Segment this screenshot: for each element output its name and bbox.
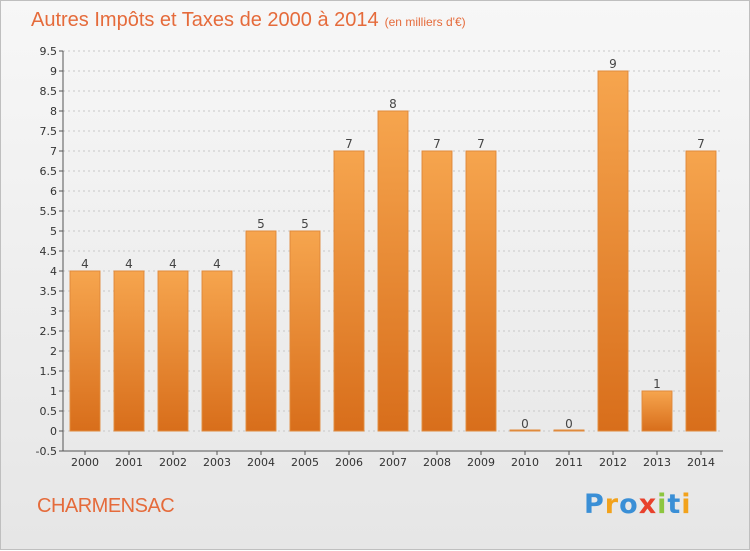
bar-value-label: 4 [125,257,133,271]
y-tick-label: 5.5 [40,205,58,218]
y-tick-label: 5 [50,225,57,238]
y-tick-label: 0 [50,425,57,438]
bar [685,150,717,432]
x-tick-label: 2007 [379,456,407,469]
bar-value-label: 5 [301,217,309,231]
bar-value-label: 8 [389,97,397,111]
y-tick-label: 1 [50,385,57,398]
bar [465,150,497,432]
y-tick-label: 2 [50,345,57,358]
bar [69,270,101,432]
y-tick-label: 8.5 [40,85,58,98]
y-tick-label: 7 [50,145,57,158]
x-tick-label: 2010 [511,456,539,469]
bar-value-label: 0 [565,417,573,431]
y-tick-label: 6.5 [40,165,58,178]
bar [333,150,365,432]
x-tick-label: 2000 [71,456,99,469]
y-tick-label: 4 [50,265,57,278]
bar-value-label: 4 [213,257,221,271]
axes: 9.5 9 8.5 8 7.5 7 6.5 6 5.5 5 4.5 4 3.5 3 2.5 2 1.5 1 0.5 0… [36,45,723,469]
bar-value-label: 7 [477,137,485,151]
bar-value-label: 1 [653,377,661,391]
bar-value-label: 7 [697,137,705,151]
unit-label: (en milliers d'€) [384,15,466,29]
x-tick-label: 2011 [555,456,583,469]
bar [157,270,189,432]
y-tick-label: 0.5 [40,405,58,418]
y-tick-label: -0.5 [36,445,57,458]
bar [509,429,541,432]
x-tick-label: 2005 [291,456,319,469]
x-tick-label: 2002 [159,456,187,469]
y-tick-label: 7.5 [40,125,58,138]
bar-value-label: 0 [521,417,529,431]
proxiti-logo: Proxiti [584,489,692,520]
bar-value-label: 4 [169,257,177,271]
bar [421,150,453,432]
bars: 4 4 4 4 5 5 7 8 7 7 0 0 9 1 7 [69,57,717,432]
logo-letter: x [638,489,658,520]
x-tick-label: 2003 [203,456,231,469]
logo-letter: i [681,489,692,520]
commune-name: CHARMENSAC [37,495,175,517]
y-tick-label: 8 [50,105,57,118]
logo-letter: o [619,489,639,520]
y-tick-label: 3.5 [40,285,58,298]
bar-value-label: 5 [257,217,265,231]
bar [553,429,585,432]
x-tick-label: 2009 [467,456,495,469]
bar-value-label: 7 [345,137,353,151]
y-tick-label: 9.5 [40,45,58,58]
bar [113,270,145,432]
y-tick-label: 1.5 [40,365,58,378]
bar-value-label: 9 [609,57,617,71]
y-tick-label: 3 [50,305,57,318]
x-tick-label: 2004 [247,456,275,469]
bar [377,110,409,432]
chart-title: Autres Impôts et Taxes de 2000 à 2014 (en… [31,9,466,32]
bar [245,230,277,432]
bar-value-label: 7 [433,137,441,151]
bar [201,270,233,432]
logo-letter: r [604,489,620,520]
bar [597,70,629,432]
chart-title-text: Autres Impôts et Taxes de 2000 à 2014 [31,9,379,31]
y-tick-label: 9 [50,65,57,78]
bar [641,390,673,432]
x-tick-label: 2001 [115,456,143,469]
logo-letter: i [657,489,668,520]
bar-value-label: 4 [81,257,89,271]
x-tick-label: 2014 [687,456,715,469]
x-tick-label: 2006 [335,456,363,469]
logo-letter: P [584,489,605,520]
y-tick-label: 2.5 [40,325,58,338]
x-tick-label: 2012 [599,456,627,469]
x-tick-label: 2008 [423,456,451,469]
logo-letter: t [667,489,682,520]
y-tick-label: 6 [50,185,57,198]
x-tick-label: 2013 [643,456,671,469]
y-tick-label: 4.5 [40,245,58,258]
bar [289,230,321,432]
